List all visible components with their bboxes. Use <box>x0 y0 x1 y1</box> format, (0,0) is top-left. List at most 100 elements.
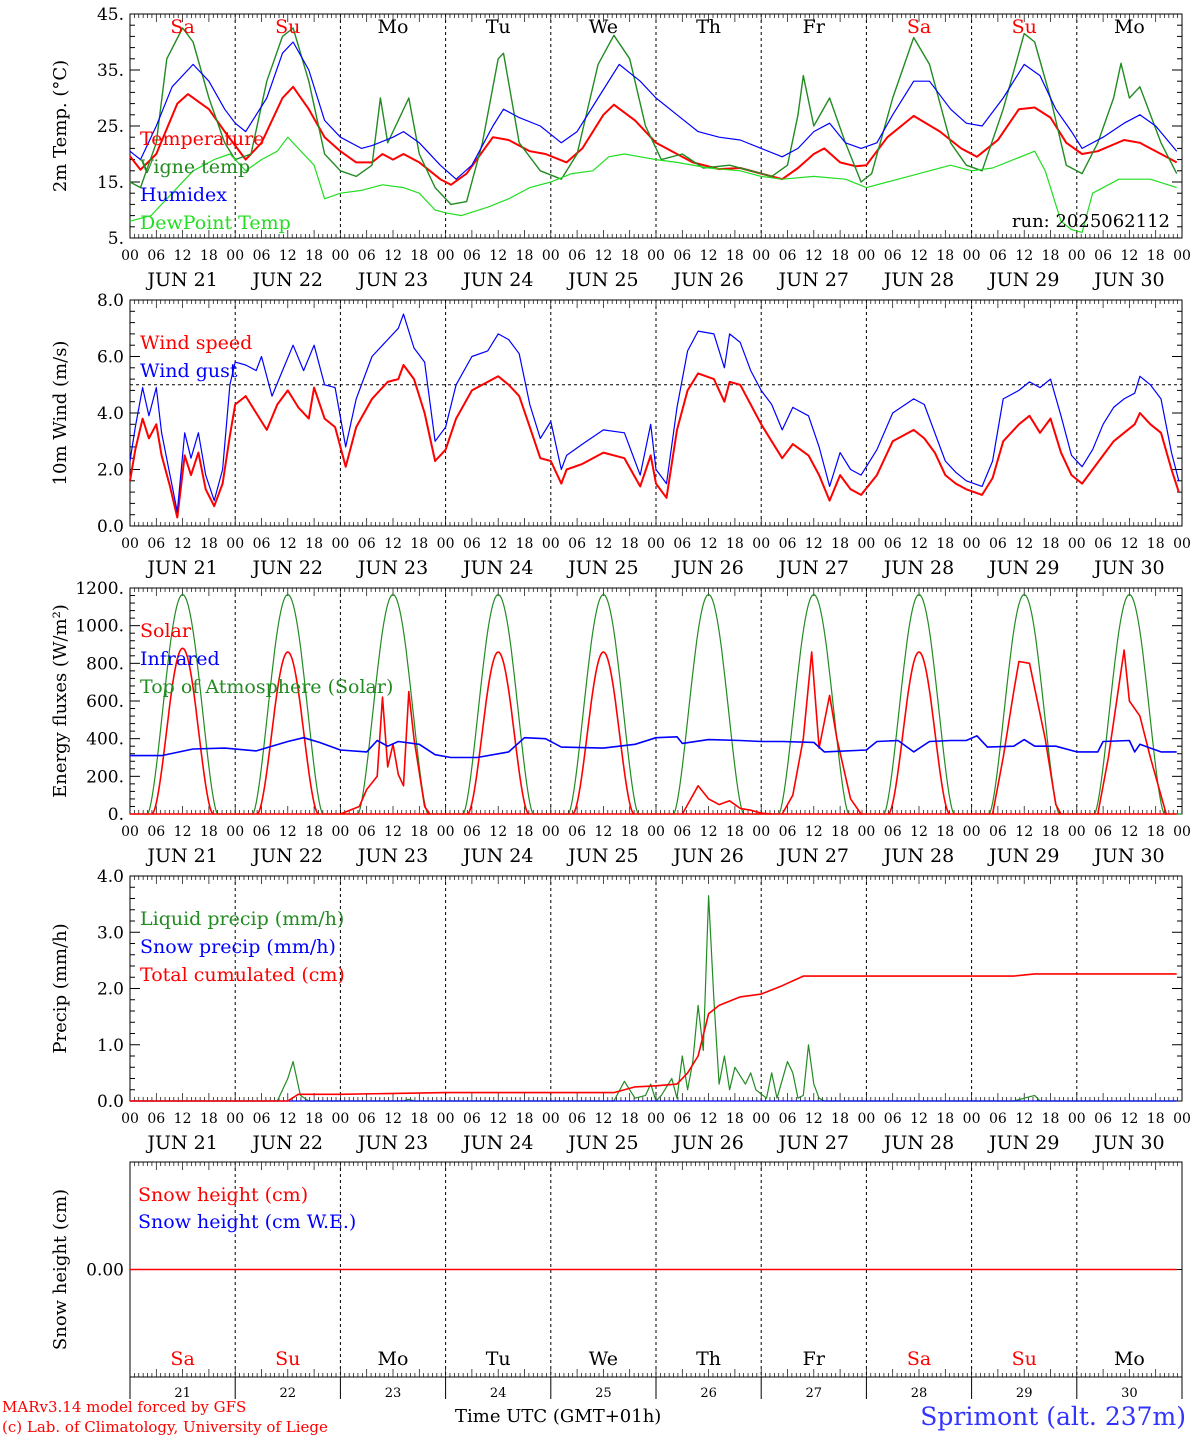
weekday-label: Tu <box>486 16 511 38</box>
hour-label: 00 <box>963 248 981 264</box>
hour-label: 06 <box>147 536 165 552</box>
hour-label: 18 <box>200 1111 218 1127</box>
hour-label: 06 <box>253 248 271 264</box>
hour-label: 18 <box>1147 248 1165 264</box>
hour-label: 18 <box>516 536 534 552</box>
hour-label: 06 <box>358 1111 376 1127</box>
hour-label: 12 <box>384 1111 402 1127</box>
hour-label: 06 <box>358 824 376 840</box>
hour-label: 00 <box>121 248 139 264</box>
date-label: JUN 24 <box>461 845 533 867</box>
date-label: JUN 24 <box>461 269 533 291</box>
y-tick-label: 25. <box>97 117 124 137</box>
hour-label: 00 <box>226 1111 244 1127</box>
y-tick-label: 5. <box>108 229 124 249</box>
hour-label: 00 <box>331 1111 349 1127</box>
y-tick-label: 1200. <box>75 579 124 599</box>
weekday-label: Mo <box>1114 16 1145 38</box>
date-label: JUN 29 <box>987 557 1059 579</box>
hour-label: 18 <box>621 824 639 840</box>
hour-label: 12 <box>174 1111 192 1127</box>
hour-label: 18 <box>831 824 849 840</box>
hour-label: 00 <box>121 1111 139 1127</box>
hour-label: 06 <box>884 248 902 264</box>
hour-label: 18 <box>831 536 849 552</box>
station-name: Sprimont (alt. 237m) <box>920 1402 1186 1431</box>
hour-label: 12 <box>174 824 192 840</box>
date-label: JUN 21 <box>145 1132 217 1154</box>
y-tick-label: 200. <box>86 767 124 787</box>
weekday-label: Mo <box>1114 1348 1145 1370</box>
hour-label: 06 <box>253 824 271 840</box>
hour-label: 00 <box>857 536 875 552</box>
y-axis-title: Precip (mm/h) <box>50 923 71 1053</box>
hour-label: 18 <box>410 1111 428 1127</box>
weekday-label: Sa <box>170 1348 194 1370</box>
hour-label: 00 <box>963 824 981 840</box>
hour-label: 00 <box>963 536 981 552</box>
hour-label: 18 <box>621 248 639 264</box>
y-tick-label: 0.00 <box>86 1261 124 1281</box>
temp-series-2 <box>129 41 1178 180</box>
weekday-label: Th <box>696 1348 721 1370</box>
date-label: JUN 26 <box>671 845 743 867</box>
hour-label: 06 <box>673 536 691 552</box>
hour-label: 06 <box>358 248 376 264</box>
y-tick-label: 600. <box>86 692 124 712</box>
hour-label: 12 <box>910 1111 928 1127</box>
hour-label: 00 <box>542 1111 560 1127</box>
date-label: JUN 28 <box>882 557 954 579</box>
solar-day-series <box>991 660 1062 815</box>
hour-label: 06 <box>1094 1111 1112 1127</box>
date-label: JUN 21 <box>145 845 217 867</box>
day-number-label: 28 <box>911 1386 928 1401</box>
hour-label: 12 <box>594 248 612 264</box>
y-tick-label: 0. <box>108 805 124 825</box>
solar-day-series <box>340 690 431 815</box>
date-label: JUN 22 <box>251 269 323 291</box>
hour-label: 00 <box>121 824 139 840</box>
temp-series-1 <box>129 27 1178 206</box>
solar-day-series <box>887 651 951 815</box>
y-tick-label: 1.0 <box>97 1036 124 1056</box>
y-tick-label: 4.0 <box>97 867 124 887</box>
hour-label: 18 <box>305 824 323 840</box>
hour-label: 00 <box>437 536 455 552</box>
hour-label: 12 <box>489 536 507 552</box>
date-label: JUN 30 <box>1092 557 1164 579</box>
date-label: JUN 25 <box>566 1132 638 1154</box>
date-label: JUN 29 <box>987 845 1059 867</box>
date-label: JUN 23 <box>356 269 428 291</box>
legend-temp-0: Temperature <box>140 128 264 150</box>
hour-label: 00 <box>1173 536 1191 552</box>
run-label: run: 2025062112 <box>1012 211 1170 232</box>
hour-label: 06 <box>673 248 691 264</box>
hour-label: 18 <box>1042 248 1060 264</box>
date-label: JUN 30 <box>1092 845 1164 867</box>
y-axis-title: Energy fluxes (W/m²) <box>50 604 71 798</box>
hour-label: 18 <box>621 536 639 552</box>
hour-label: 06 <box>989 536 1007 552</box>
hour-label: 00 <box>752 248 770 264</box>
hour-label: 12 <box>384 824 402 840</box>
day-number-label: 27 <box>806 1386 823 1401</box>
date-label: JUN 23 <box>356 845 428 867</box>
hour-label: 12 <box>700 248 718 264</box>
hour-label: 00 <box>331 536 349 552</box>
hour-label: 12 <box>489 1111 507 1127</box>
y-axis-title: Snow height (cm) <box>50 1189 71 1350</box>
hour-label: 12 <box>594 536 612 552</box>
hour-label: 00 <box>963 1111 981 1127</box>
hour-label: 12 <box>700 1111 718 1127</box>
hour-label: 00 <box>542 824 560 840</box>
date-label: JUN 25 <box>566 269 638 291</box>
y-tick-label: 8.0 <box>97 291 124 311</box>
hour-label: 12 <box>1120 248 1138 264</box>
hour-label: 00 <box>542 536 560 552</box>
hour-label: 06 <box>463 1111 481 1127</box>
legend-temp-2: Humidex <box>140 184 227 206</box>
day-number-label: 24 <box>490 1386 507 1401</box>
hour-label: 00 <box>752 824 770 840</box>
precip-series-2 <box>130 973 1177 1102</box>
date-label: JUN 26 <box>671 269 743 291</box>
